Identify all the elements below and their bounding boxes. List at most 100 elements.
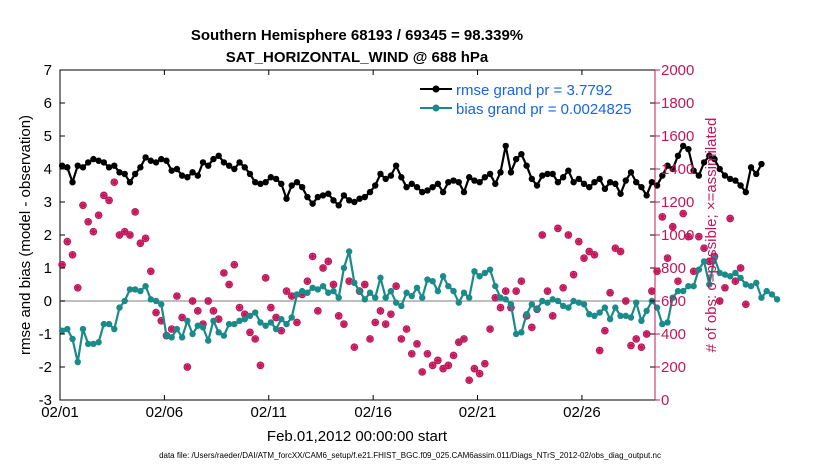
obs-assimilated-marker xyxy=(303,277,311,285)
bias-point xyxy=(523,311,530,318)
obs-assimilated-marker xyxy=(376,307,384,315)
obs-assimilated-marker xyxy=(439,365,447,373)
rmse-point xyxy=(419,188,426,196)
obs-assimilated-marker xyxy=(637,343,645,351)
rmse-point xyxy=(486,170,494,178)
obs-assimilated-marker xyxy=(486,325,494,333)
rmse-point xyxy=(747,164,755,171)
rmse-point xyxy=(518,150,525,158)
obs-assimilated-marker xyxy=(653,267,661,275)
rmse-point xyxy=(726,175,734,183)
obs-assimilated-marker xyxy=(392,282,400,290)
rmse-point xyxy=(142,154,149,161)
bias-point xyxy=(471,268,478,275)
obs-assimilated-marker xyxy=(470,365,478,373)
bias-point xyxy=(586,311,593,318)
rmse-point xyxy=(465,174,473,181)
y2-tick-label: 0 xyxy=(661,392,669,409)
bias-point xyxy=(460,289,468,296)
obs-assimilated-marker xyxy=(408,350,416,358)
rmse-point xyxy=(403,183,410,191)
obs-assimilated-marker xyxy=(157,317,165,325)
obs-assimilated-marker xyxy=(387,310,395,318)
bias-point xyxy=(554,297,562,305)
rmse-point xyxy=(424,187,431,194)
rmse-point xyxy=(559,174,567,181)
bias-point xyxy=(481,269,489,277)
rmse-series xyxy=(58,142,765,209)
bias-point xyxy=(465,294,473,301)
obs-assimilated-marker xyxy=(272,314,280,321)
bias-point xyxy=(58,327,66,334)
bias-point xyxy=(486,266,494,273)
bias-point xyxy=(325,289,332,296)
legend-box xyxy=(416,77,649,121)
obs-assimilated-marker xyxy=(632,335,640,343)
obs-assimilated-marker xyxy=(324,257,332,265)
bias-point xyxy=(476,273,483,280)
bias-point xyxy=(434,287,442,295)
rmse-point xyxy=(392,162,400,169)
bias-point xyxy=(298,287,306,295)
obs-assimilated-marker xyxy=(460,335,468,343)
bias-point xyxy=(225,320,233,328)
rmse-point xyxy=(512,155,520,163)
obs-assimilated-marker xyxy=(361,281,369,288)
bias-point xyxy=(382,294,389,301)
bias-point xyxy=(695,266,703,273)
bias-point xyxy=(392,299,400,306)
bias-point xyxy=(116,304,123,311)
legend-rmse-label: rmse grand pr = 3.7792 xyxy=(456,82,612,99)
bias-point xyxy=(492,282,499,290)
obs-assimilated-marker xyxy=(601,327,609,335)
obs-assimilated-marker xyxy=(142,234,150,242)
rmse-point xyxy=(606,179,614,186)
obs-assimilated-marker xyxy=(575,238,583,246)
bias-point xyxy=(512,330,520,338)
obs-assimilated-marker xyxy=(371,318,379,326)
y2-tick-label: 600 xyxy=(661,293,686,310)
obs-assimilated-marker xyxy=(288,292,296,300)
bias-point xyxy=(257,319,264,326)
rmse-point xyxy=(497,169,504,176)
x-tick-label: 02/21 xyxy=(459,404,497,421)
bias-point xyxy=(429,278,436,285)
rmse-point xyxy=(288,182,295,189)
bias-point xyxy=(633,299,640,306)
legend: rmse grand pr = 3.7792 bias grand pr = 0… xyxy=(416,77,649,121)
obs-assimilated-marker xyxy=(737,264,745,272)
obs-assimilated-marker xyxy=(502,287,510,295)
bias-point xyxy=(669,294,676,301)
rmse-point xyxy=(523,162,530,169)
rmse-point xyxy=(732,177,739,184)
obs-assimilated-marker xyxy=(742,300,750,308)
bias-point xyxy=(100,320,108,328)
rmse-point xyxy=(429,183,436,191)
obs-assimilated-marker xyxy=(319,264,327,272)
bias-point xyxy=(131,286,139,293)
bias-point xyxy=(706,281,713,288)
bias-point xyxy=(340,264,348,272)
rmse-point xyxy=(84,159,92,166)
rmse-point xyxy=(304,193,311,201)
bias-point xyxy=(95,339,102,346)
bias-point xyxy=(173,325,181,333)
bias-point xyxy=(685,282,692,290)
obs-assimilated-marker xyxy=(236,304,244,312)
rmse-point xyxy=(502,142,509,150)
obs-assimilated-marker xyxy=(481,360,489,368)
y2-tick-label: 400 xyxy=(661,326,686,343)
bias-point xyxy=(559,302,567,310)
rmse-point xyxy=(408,180,415,188)
bias-point xyxy=(716,269,723,277)
obs-assimilated-marker xyxy=(590,251,598,259)
bias-point xyxy=(690,282,697,290)
rmse-point xyxy=(252,179,259,186)
obs-assimilated-marker xyxy=(95,211,103,219)
obs-assimilated-marker xyxy=(658,213,666,221)
obs-assimilated-marker xyxy=(168,325,176,333)
obs-assimilated-marker xyxy=(643,330,651,338)
rmse-point xyxy=(158,155,165,163)
rmse-point xyxy=(278,180,285,188)
rmse-point xyxy=(356,195,363,202)
